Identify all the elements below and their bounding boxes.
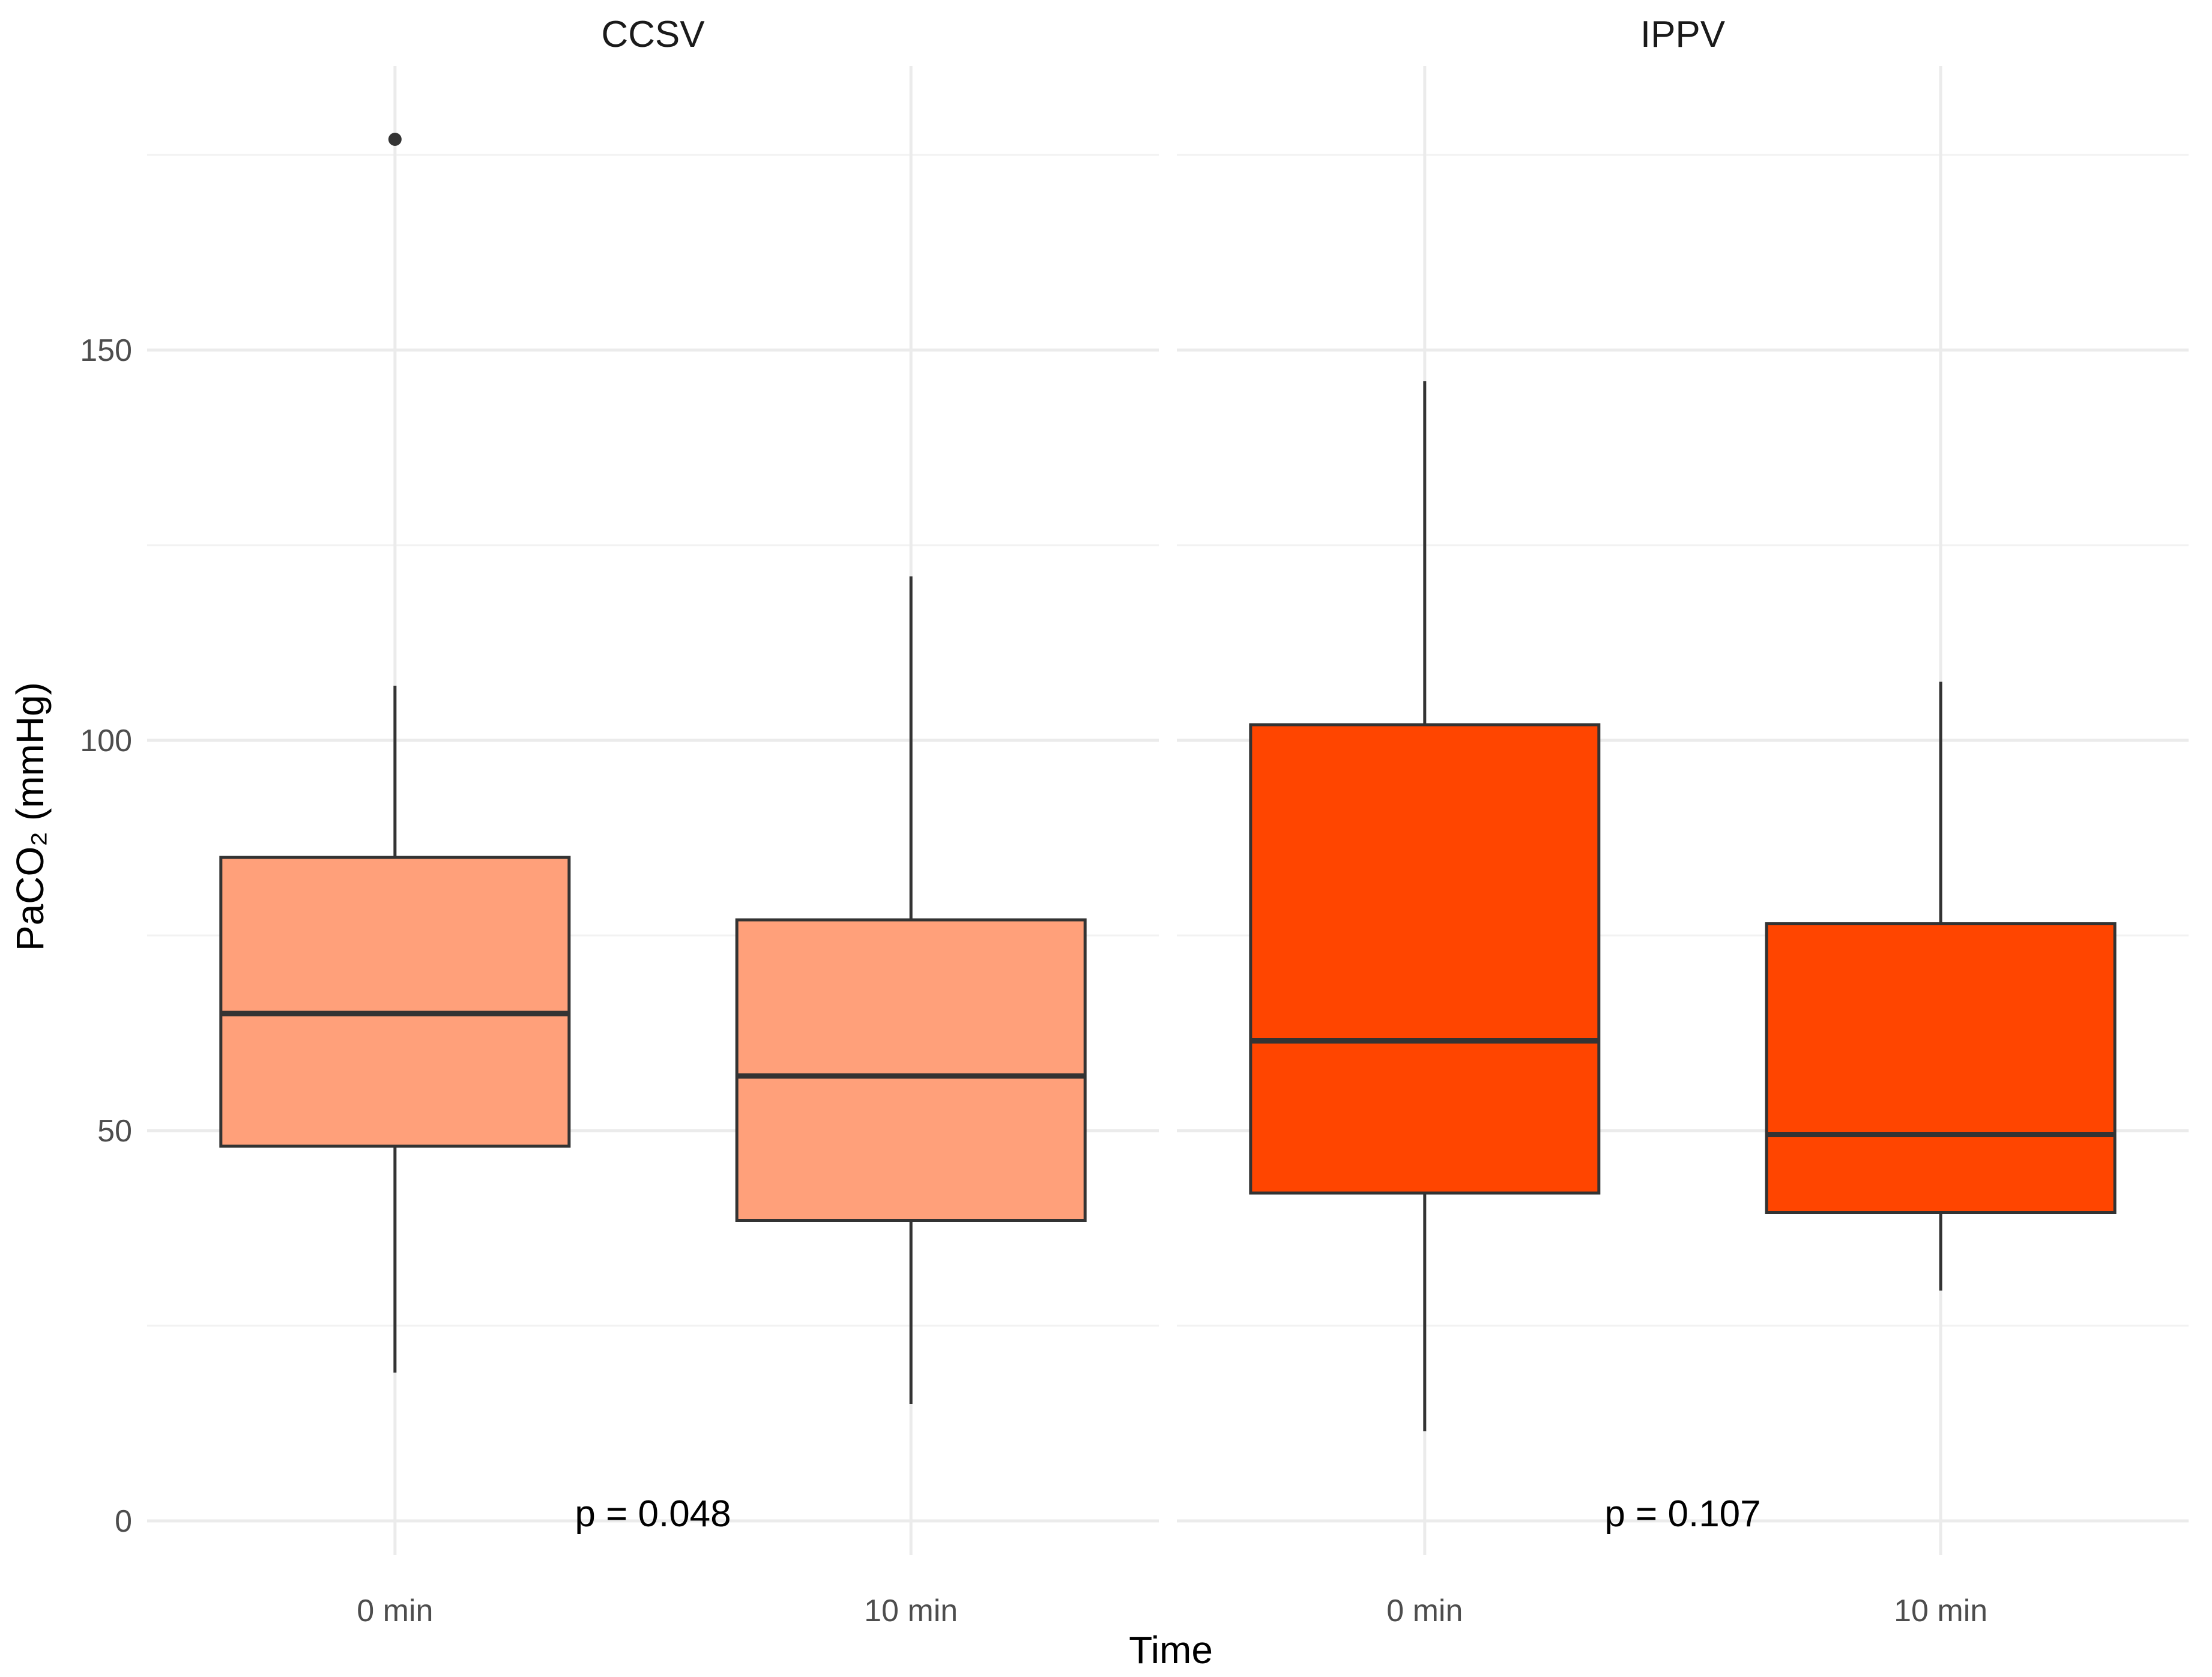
outlier-point (388, 133, 402, 146)
x-tick-label: 10 min (864, 1594, 958, 1628)
box-iqr (219, 856, 571, 1148)
y-tick-label: 150 (80, 333, 132, 368)
box-iqr (735, 918, 1087, 1222)
y-tick-label: 100 (80, 724, 132, 758)
y-axis-title: PaCO₂ (mmHg) (8, 682, 52, 951)
p-value-annotation: p = 0.107 (1604, 1493, 1760, 1535)
x-tick-label: 0 min (357, 1594, 433, 1628)
x-axis-title: Time (1129, 1628, 1213, 1672)
x-tick-label: 0 min (1386, 1594, 1463, 1628)
panel-strip-label: IPPV (1640, 14, 1726, 55)
y-tick-label: 0 (115, 1504, 132, 1539)
grid-layer (147, 66, 2189, 1555)
p-value-annotation: p = 0.048 (575, 1493, 731, 1535)
panel-strip-label: CCSV (601, 14, 705, 55)
box-iqr (1249, 723, 1601, 1195)
x-tick-label: 10 min (1894, 1594, 1987, 1628)
text-layer: Time PaCO₂ (mmHg) 0 50 100 150 CCSV 0 min 10 m… (8, 14, 1987, 1672)
marks-layer (219, 133, 2117, 1431)
box-iqr (1765, 922, 2117, 1214)
y-tick-label: 50 (97, 1114, 132, 1149)
